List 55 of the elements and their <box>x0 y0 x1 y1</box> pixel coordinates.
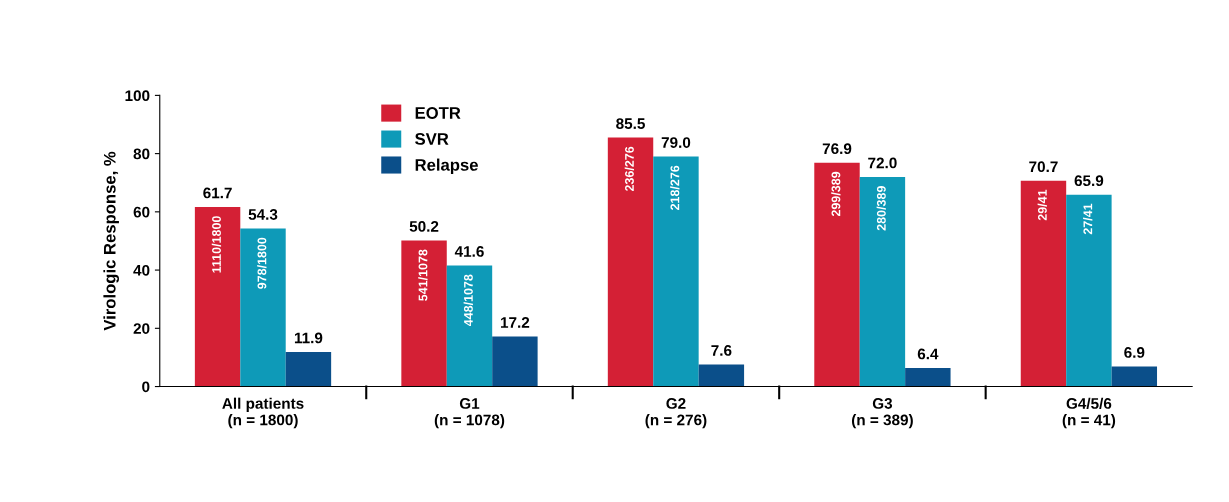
data-label: 61.7 <box>203 187 232 199</box>
annotation: 236/276 <box>624 146 635 192</box>
annotation: 299/389 <box>831 171 841 217</box>
bar <box>653 156 699 387</box>
y-tick-label: 40 <box>133 264 150 276</box>
y-tick-label: 100 <box>125 90 150 102</box>
y-tick-label: 0 <box>142 381 150 393</box>
legend-label: Relapse <box>415 158 478 175</box>
bar <box>1111 366 1158 387</box>
annotation: 448/1078 <box>463 274 473 327</box>
bar <box>240 228 286 387</box>
data-label: 17.2 <box>501 317 530 328</box>
bar <box>814 162 860 387</box>
x-tick-label: All patients (n = 1800) <box>222 397 304 429</box>
bar <box>194 206 241 387</box>
bar <box>607 137 654 387</box>
bar <box>905 367 951 387</box>
bar <box>859 176 906 387</box>
annotation: 27/41 <box>1083 203 1093 235</box>
data-label: 41.6 <box>454 246 484 257</box>
y-tick-label: 60 <box>133 206 150 218</box>
data-label: 70.7 <box>1029 161 1058 173</box>
bar <box>401 240 447 387</box>
data-label: 54.3 <box>248 209 278 220</box>
annotation: 280/389 <box>876 186 886 231</box>
data-label: 76.9 <box>822 143 852 155</box>
annotation: 541/1078 <box>418 249 428 301</box>
bar <box>698 364 745 387</box>
x-tick-label: G3 (n = 389) <box>851 398 913 429</box>
bar <box>285 351 332 387</box>
annotation: 978/1800 <box>257 237 267 289</box>
legend-label: SVR <box>415 133 449 145</box>
annotation: 1110/1800 <box>211 216 222 273</box>
data-label: 72.0 <box>868 157 897 169</box>
data-label: 85.5 <box>616 118 645 130</box>
y-axis-title: Virologic Response, % <box>103 151 119 331</box>
annotation: 218/276 <box>670 165 680 210</box>
y-tick-label: 80 <box>133 148 150 160</box>
data-label: 11.9 <box>294 332 323 344</box>
x-tick-label: G1 (n = 1078) <box>434 398 505 429</box>
bar <box>446 265 493 387</box>
bar <box>1066 194 1112 387</box>
y-tick-label: 20 <box>133 323 150 334</box>
data-label: 65.9 <box>1074 175 1104 187</box>
data-label: 50.2 <box>409 220 439 232</box>
data-label: 6.4 <box>917 348 939 360</box>
annotation: 29/41 <box>1037 189 1047 221</box>
x-tick-label: G4/5/6 (n = 41) <box>1062 397 1116 429</box>
data-label: 79.0 <box>661 137 691 148</box>
x-tick-label: G2 (n = 276) <box>645 398 707 429</box>
bar <box>492 336 538 387</box>
legend-label: EOTR <box>415 107 461 119</box>
data-label: 6.9 <box>1124 347 1145 358</box>
bar <box>1020 180 1067 387</box>
data-label: 7.6 <box>711 345 732 356</box>
